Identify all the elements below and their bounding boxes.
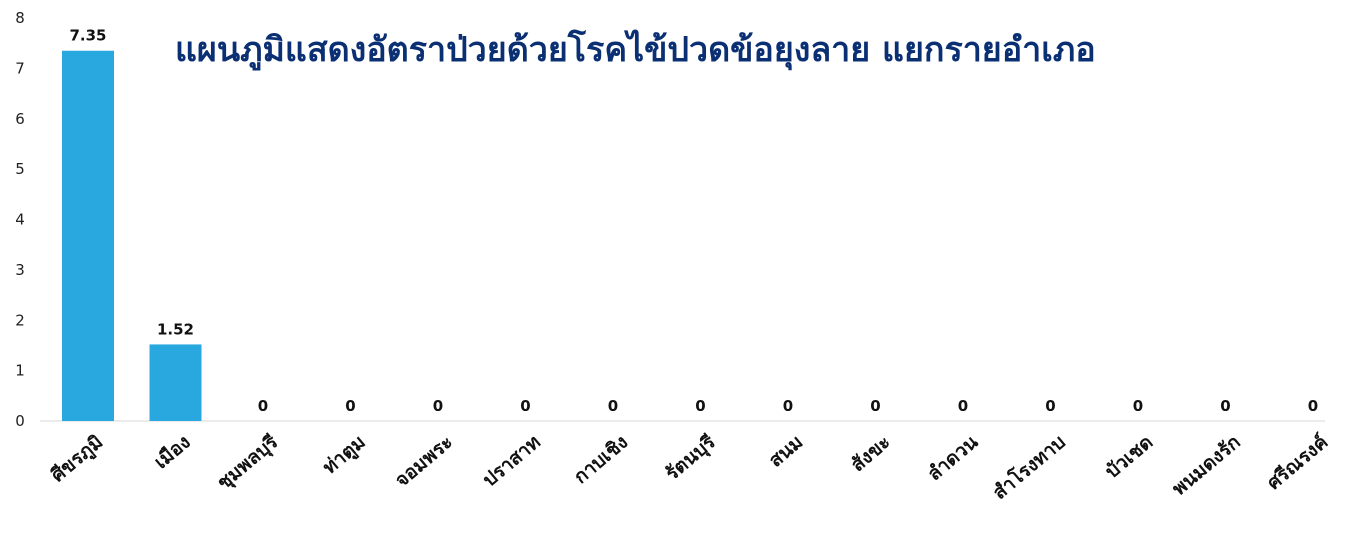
y-tick-label: 8 [15, 9, 25, 27]
x-tick-label: สำโรงทาบ [988, 430, 1070, 504]
x-tick-label: ท่าตูม [319, 431, 371, 480]
y-tick-label: 2 [15, 311, 25, 329]
x-tick-label: รัตนบุรี [661, 430, 721, 485]
bar [62, 50, 114, 422]
y-tick-label: 4 [15, 211, 25, 229]
data-label: 0 [958, 397, 968, 415]
x-tick-label: กาบเชิง [570, 431, 632, 488]
y-tick-label: 1 [15, 362, 25, 380]
data-label: 0 [520, 397, 530, 415]
y-tick-label: 0 [15, 412, 25, 430]
x-tick-label: บัวเชด [1101, 431, 1157, 483]
data-label: 7.35 [69, 27, 106, 45]
x-tick-label: จอมพระ [391, 431, 457, 492]
x-tick-label: เมือง [150, 431, 195, 473]
data-label: 0 [695, 397, 705, 415]
y-tick-label: 3 [15, 261, 25, 279]
x-tick-label: พนมดงรัก [1168, 431, 1244, 500]
y-tick-label: 6 [15, 110, 25, 128]
y-tick-label: 5 [15, 160, 25, 178]
data-label: 0 [258, 397, 268, 415]
data-label: 0 [1045, 397, 1055, 415]
x-tick-label: ศีขรภูมิ [47, 431, 108, 487]
data-label: 0 [1308, 397, 1318, 415]
x-tick-label: ชุมพลบุรี [213, 430, 283, 494]
data-label: 0 [1220, 397, 1230, 415]
x-tick-label: ศรีณรงค์ [1263, 431, 1332, 494]
x-tick-label: สนม [765, 431, 808, 472]
data-label: 1.52 [157, 320, 194, 338]
x-tick-label: สังขะ [847, 431, 895, 476]
data-label: 0 [433, 397, 443, 415]
data-label: 0 [345, 397, 355, 415]
chart-title: แผนภูมิแสดงอัตราป่วยด้วยโรคไข้ปวดข้อยุงล… [175, 30, 1096, 70]
data-label: 0 [783, 397, 793, 415]
x-tick-label: ปราสาท [479, 431, 545, 491]
bar [149, 344, 202, 421]
data-label: 0 [1133, 397, 1143, 415]
y-tick-label: 7 [15, 59, 25, 77]
data-label: 0 [870, 397, 880, 415]
data-label: 0 [608, 397, 618, 415]
x-tick-label: ลำดวน [923, 431, 982, 485]
